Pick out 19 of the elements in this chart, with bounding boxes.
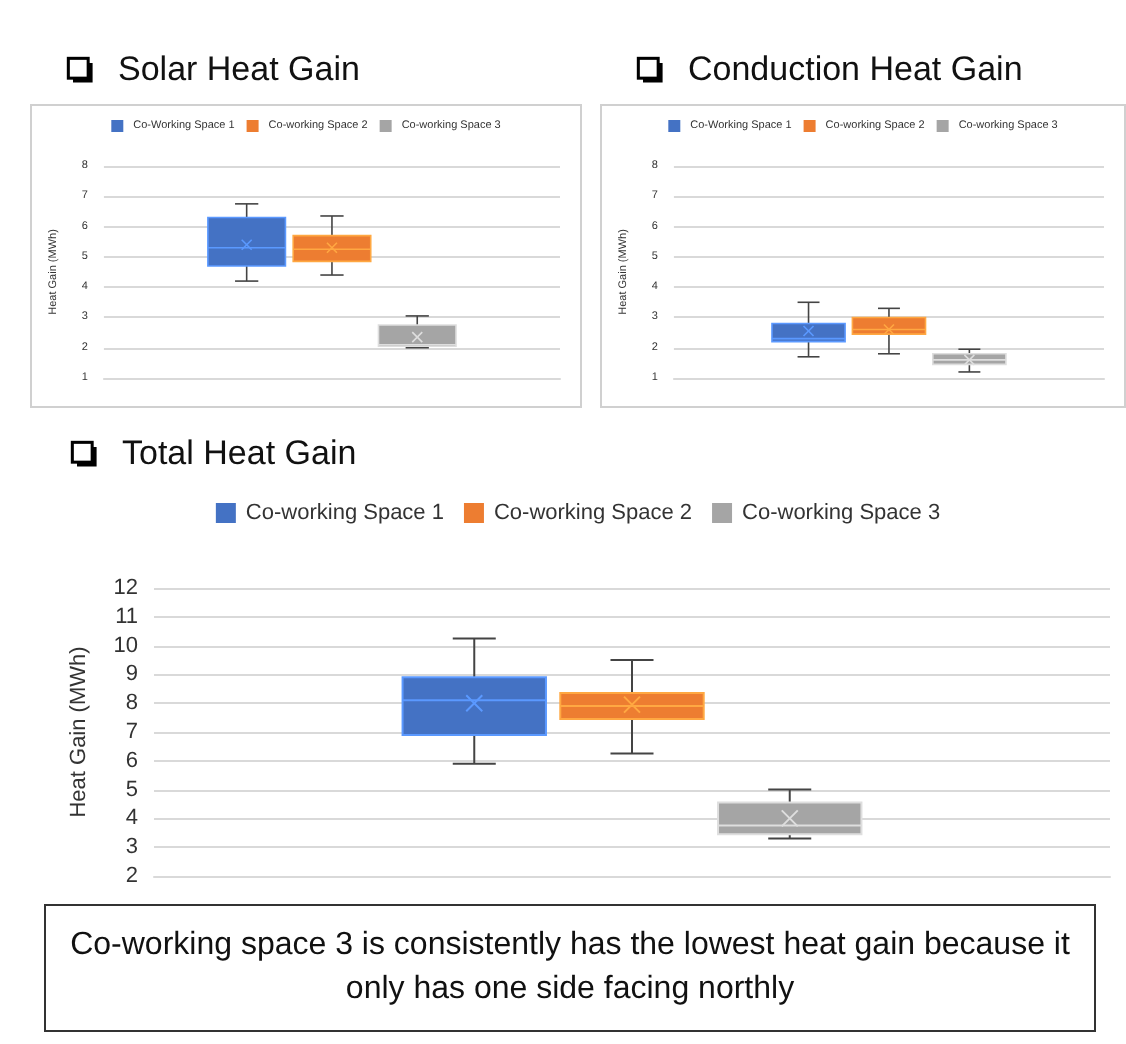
chart-title: Solar Heat Gain — [118, 50, 360, 90]
y-tick-label: 4 — [125, 806, 138, 831]
legend-label: Co-working Space 3 — [742, 501, 941, 525]
y-tick-label: 5 — [125, 777, 138, 802]
y-tick-label: 8 — [125, 691, 138, 716]
text: Co-working space 3 is consistently has the lowest heat gain because it only has one side facing northly — [68, 926, 1072, 1010]
y-tick-label: 11 — [115, 604, 138, 629]
y-tick-label: 6 — [125, 748, 138, 773]
chart-title: Conduction Heat Gain — [688, 50, 1023, 90]
chart-title: Total Heat Gain — [122, 434, 357, 474]
legend-label: Co-working Space 1 — [245, 501, 444, 525]
y-tick-label: 3 — [125, 835, 138, 860]
y-tick-label: 9 — [125, 662, 138, 687]
y-tick-label: 7 — [125, 720, 138, 744]
legend-label: Co-working Space 2 — [493, 501, 693, 525]
y-axis-title: Heat Gain (MWh) — [67, 646, 91, 818]
y-tick-label: 12 — [113, 576, 138, 600]
y-tick-label: 2 — [125, 864, 138, 888]
y-tick-label: 10 — [113, 633, 138, 658]
